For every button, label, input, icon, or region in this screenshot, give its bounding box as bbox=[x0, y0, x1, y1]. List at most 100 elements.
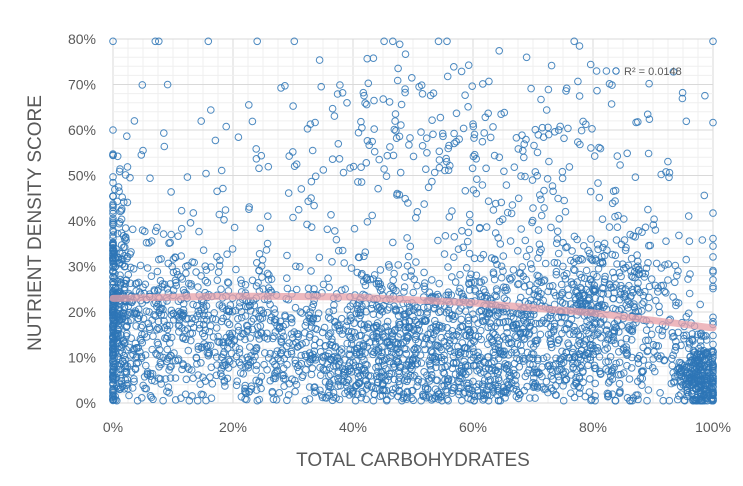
x-tick-label: 60% bbox=[459, 419, 487, 435]
data-point bbox=[559, 238, 567, 247]
data-point bbox=[678, 94, 687, 103]
data-point bbox=[244, 363, 253, 372]
data-point bbox=[326, 315, 335, 323]
data-point bbox=[121, 355, 129, 364]
data-point bbox=[160, 324, 169, 332]
data-point bbox=[109, 334, 117, 343]
data-point bbox=[109, 272, 117, 281]
data-point bbox=[709, 365, 717, 373]
data-point bbox=[334, 140, 343, 148]
data-point bbox=[410, 354, 418, 362]
data-point bbox=[635, 270, 643, 279]
data-point bbox=[604, 390, 613, 398]
data-point bbox=[332, 394, 340, 402]
data-point bbox=[434, 390, 443, 398]
data-point bbox=[493, 287, 501, 295]
data-point bbox=[341, 389, 349, 398]
data-point bbox=[608, 199, 617, 208]
data-point bbox=[577, 254, 585, 263]
data-point bbox=[600, 239, 609, 248]
data-point bbox=[340, 259, 349, 267]
data-point bbox=[627, 336, 636, 344]
data-point bbox=[642, 326, 651, 335]
data-point bbox=[164, 383, 173, 392]
data-point bbox=[428, 177, 436, 186]
data-point bbox=[350, 328, 359, 337]
data-point bbox=[440, 337, 449, 346]
data-point bbox=[591, 396, 599, 405]
data-point bbox=[374, 356, 383, 365]
data-point bbox=[696, 300, 705, 309]
data-point bbox=[400, 310, 409, 319]
data-point bbox=[405, 358, 413, 366]
data-point bbox=[448, 364, 457, 373]
data-point bbox=[304, 284, 313, 293]
data-point bbox=[182, 269, 190, 278]
data-point bbox=[189, 300, 197, 309]
data-point bbox=[595, 193, 604, 202]
data-point bbox=[395, 377, 403, 386]
data-point bbox=[130, 377, 138, 386]
data-point bbox=[130, 375, 138, 383]
data-point bbox=[395, 190, 404, 199]
data-point bbox=[573, 286, 581, 295]
data-point bbox=[334, 374, 342, 383]
data-point bbox=[523, 348, 532, 357]
data-point bbox=[390, 125, 399, 134]
data-point bbox=[592, 319, 600, 328]
data-point bbox=[354, 178, 362, 186]
data-point bbox=[610, 327, 618, 336]
data-point bbox=[159, 230, 168, 238]
data-point bbox=[448, 273, 456, 281]
data-point bbox=[143, 264, 152, 272]
data-point bbox=[553, 339, 562, 347]
data-point bbox=[662, 289, 670, 297]
data-point bbox=[171, 356, 180, 365]
data-point bbox=[123, 198, 132, 207]
data-point bbox=[653, 352, 662, 360]
data-point bbox=[429, 89, 438, 97]
data-point bbox=[206, 373, 214, 382]
data-point bbox=[556, 355, 565, 363]
data-point bbox=[255, 335, 264, 343]
data-point bbox=[223, 312, 231, 320]
data-point bbox=[604, 379, 613, 387]
data-point bbox=[418, 142, 427, 150]
data-point bbox=[522, 135, 530, 144]
data-point bbox=[242, 321, 251, 330]
data-point bbox=[305, 314, 314, 323]
data-point bbox=[109, 306, 117, 314]
data-point bbox=[486, 133, 495, 142]
data-point bbox=[368, 347, 376, 356]
data-point bbox=[484, 323, 492, 332]
data-point bbox=[454, 245, 463, 253]
data-point bbox=[145, 323, 154, 332]
data-point bbox=[423, 371, 431, 380]
data-point bbox=[468, 164, 477, 173]
data-point bbox=[328, 338, 336, 347]
data-point bbox=[343, 339, 352, 348]
data-point bbox=[652, 342, 661, 350]
data-point bbox=[252, 145, 261, 153]
data-point bbox=[622, 243, 630, 252]
data-point bbox=[631, 233, 640, 241]
data-point bbox=[252, 155, 261, 163]
data-point bbox=[420, 200, 429, 208]
data-point bbox=[305, 311, 313, 320]
data-point bbox=[455, 135, 464, 143]
data-point bbox=[139, 283, 147, 292]
data-point bbox=[199, 246, 208, 254]
data-point bbox=[109, 391, 117, 399]
data-point bbox=[587, 144, 595, 152]
data-point bbox=[109, 37, 117, 46]
data-point bbox=[489, 206, 498, 214]
data-point bbox=[439, 132, 447, 141]
data-point bbox=[634, 279, 642, 287]
data-point bbox=[682, 313, 691, 321]
data-point bbox=[123, 322, 131, 330]
data-point bbox=[622, 301, 631, 309]
data-point bbox=[695, 344, 703, 353]
data-point bbox=[709, 234, 717, 243]
data-point bbox=[500, 167, 508, 176]
data-point bbox=[155, 37, 163, 46]
